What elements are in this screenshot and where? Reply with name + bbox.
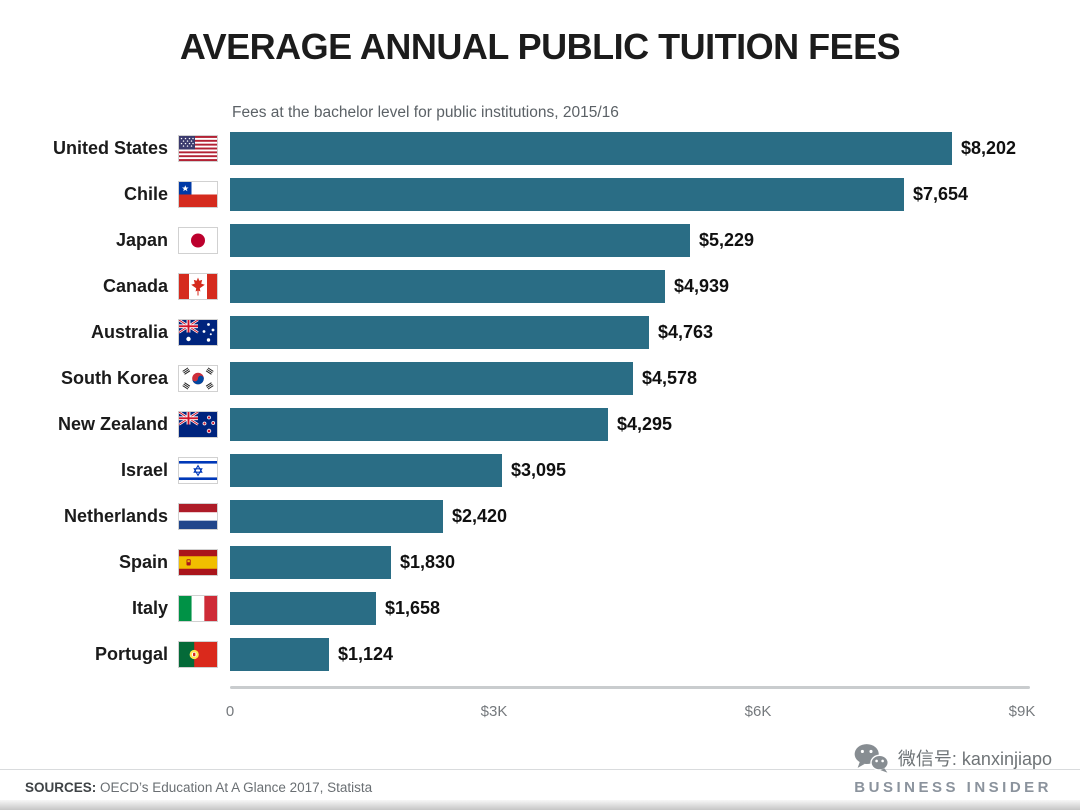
bar-track: $5,229	[230, 223, 1080, 257]
country-label: United States	[52, 137, 168, 158]
value-label: $4,578	[642, 367, 698, 388]
bar-row: United States $8,202	[0, 125, 1080, 171]
bar	[230, 131, 952, 165]
value-label: $1,658	[385, 597, 441, 618]
bar-row: Israel $3,095	[0, 447, 1080, 493]
bar	[230, 637, 329, 671]
bar-row: Canada $4,939	[0, 263, 1080, 309]
country-label: Israel	[120, 459, 168, 480]
bars-area: United States $8,202 Chile $7,654 Japan $5,22…	[0, 125, 1080, 677]
wechat-id: 微信号: kanxinjiapo	[897, 748, 1052, 769]
value-label: $8,202	[961, 137, 1017, 158]
bar-track: $8,202	[230, 131, 1080, 165]
bar	[230, 223, 690, 257]
bar-track: $4,295	[230, 407, 1080, 441]
value-label: $3,095	[511, 459, 567, 480]
bar-track: $7,654	[230, 177, 1080, 211]
country-label: South Korea	[60, 367, 168, 388]
ca-flag-icon	[179, 273, 217, 299]
bar-track: $3,095	[230, 453, 1080, 487]
wechat-row: 微信号: kanxinjiapo	[852, 742, 1052, 773]
x-axis-line	[230, 686, 1030, 689]
cl-flag-icon	[179, 181, 217, 207]
country-label: Portugal	[94, 643, 168, 664]
bar-track: $4,763	[230, 315, 1080, 349]
country-label: Chile	[123, 183, 168, 204]
x-tick-label: $9K	[1008, 703, 1036, 720]
country-label: Netherlands	[63, 505, 168, 526]
bar	[230, 269, 665, 303]
bar-row: Netherlands $2,420	[0, 493, 1080, 539]
x-tick-label: $6K	[744, 703, 772, 720]
wechat-icon	[852, 742, 890, 773]
bar-track: $4,939	[230, 269, 1080, 303]
bottom-gradient-strip	[0, 800, 1080, 810]
sources-text: SOURCES: OECD’s Education At A Glance 20…	[25, 780, 372, 795]
il-flag-icon	[179, 457, 217, 483]
country-label: New Zealand	[57, 413, 168, 434]
pt-flag-icon	[179, 641, 217, 667]
es-flag-icon	[179, 549, 217, 575]
bar	[230, 453, 502, 487]
us-flag-icon	[179, 135, 217, 161]
bar	[230, 361, 633, 395]
bar	[230, 315, 649, 349]
value-label: $1,124	[338, 643, 394, 664]
sources-value: OECD’s Education At A Glance 2017, Stati…	[96, 780, 373, 795]
nz-flag-icon	[179, 411, 217, 437]
bar-track: $1,658	[230, 591, 1080, 625]
it-flag-icon	[179, 595, 217, 621]
country-label: Australia	[90, 321, 168, 342]
bar-track: $4,578	[230, 361, 1080, 395]
value-label: $7,654	[913, 183, 969, 204]
au-flag-icon	[179, 319, 217, 345]
chart-title: AVERAGE ANNUAL PUBLIC TUITION FEES	[179, 26, 901, 67]
jp-flag-icon	[179, 227, 217, 253]
bar-row: Japan $5,229	[0, 217, 1080, 263]
country-label: Japan	[115, 229, 168, 250]
business-insider-logo: BUSINESS INSIDER	[854, 779, 1052, 796]
bar-row: Italy $1,658	[0, 585, 1080, 631]
country-label: Italy	[131, 597, 168, 618]
sources-label: SOURCES:	[25, 780, 97, 795]
value-label: $5,229	[699, 229, 755, 250]
nl-flag-icon	[179, 503, 217, 529]
bar-row: Australia $4,763	[0, 309, 1080, 355]
bar-track: $1,830	[230, 545, 1080, 579]
bar-row: Spain $1,830	[0, 539, 1080, 585]
bar	[230, 177, 904, 211]
bar-row: New Zealand $4,295	[0, 401, 1080, 447]
bar	[230, 499, 443, 533]
bar	[230, 407, 608, 441]
value-label: $1,830	[400, 551, 456, 572]
value-label: $4,295	[617, 413, 673, 434]
kr-flag-icon	[179, 365, 217, 391]
bar-row: South Korea $4,578	[0, 355, 1080, 401]
bar	[230, 591, 376, 625]
bar-track: $2,420	[230, 499, 1080, 533]
bar-row: Chile $7,654	[0, 171, 1080, 217]
x-tick-label: 0	[225, 703, 235, 720]
value-label: $4,939	[674, 275, 730, 296]
footer-divider	[0, 769, 1080, 770]
bar	[230, 545, 391, 579]
country-label: Canada	[102, 275, 168, 296]
x-tick-label: $3K	[480, 703, 508, 720]
chart-subtitle: Fees at the bachelor level for public in…	[232, 104, 619, 121]
value-label: $2,420	[452, 505, 508, 526]
value-label: $4,763	[658, 321, 714, 342]
country-label: Spain	[118, 551, 168, 572]
bar-track: $1,124	[230, 637, 1080, 671]
bar-row: Portugal $1,124	[0, 631, 1080, 677]
